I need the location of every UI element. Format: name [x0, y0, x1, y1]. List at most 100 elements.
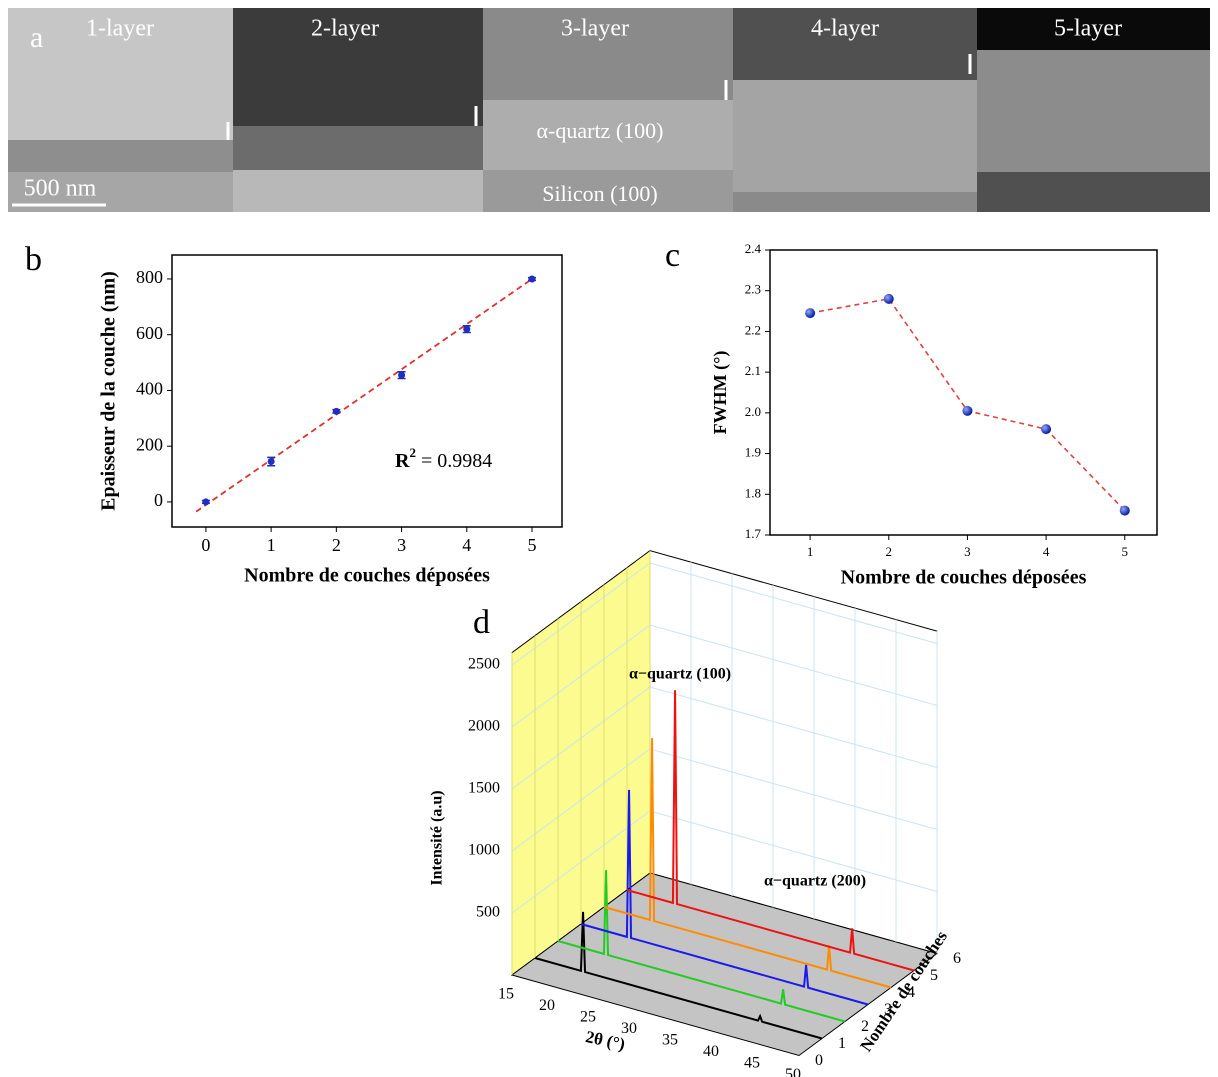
y-tick-label: 1.9 [745, 445, 761, 460]
tile-film [977, 50, 1210, 172]
y-tick-label: 1000 [468, 842, 500, 859]
x-tick-label: 15 [498, 986, 514, 1003]
panel-label: c [665, 237, 680, 274]
tile-bg [8, 8, 233, 140]
x-tick-label: 1 [807, 544, 814, 559]
z-tick-label: 5 [930, 967, 938, 984]
y-tick-label: 2.0 [745, 404, 761, 419]
x-tick-label: 30 [621, 1020, 637, 1037]
sem-images [8, 8, 1210, 212]
tile-film [733, 80, 977, 192]
spectrum [534, 911, 823, 1040]
point [1041, 424, 1052, 435]
x-tick-label: 4 [1043, 544, 1050, 559]
z-tick-label: 0 [815, 1052, 823, 1069]
x-tick-label: 40 [703, 1043, 719, 1060]
scale-bar-label: 500 nm [24, 176, 97, 202]
tile-film [233, 126, 483, 170]
x-tick-label: 20 [539, 997, 555, 1014]
tile-bg [233, 8, 483, 126]
y-tick-label: 1.7 [745, 526, 762, 541]
point [528, 275, 536, 283]
film-label: α-quartz (100) [537, 118, 664, 143]
tile-bg [483, 8, 733, 100]
y-tick-label: 2.4 [745, 241, 762, 256]
x-tick-label: 0 [201, 535, 210, 555]
point [962, 405, 973, 416]
point [332, 407, 340, 415]
spectrum [603, 738, 892, 989]
point [1119, 505, 1130, 516]
spectrum [626, 690, 915, 972]
x-tick-label: 4 [462, 535, 471, 555]
annotation: R2 = 0.9984 [395, 445, 492, 472]
y-tick-label: 2.3 [745, 282, 761, 297]
point [883, 293, 894, 304]
z-tick-label: 2 [861, 1018, 869, 1035]
point [202, 498, 210, 506]
substrate-label: Silicon (100) [542, 181, 658, 206]
spectrum [557, 870, 846, 1023]
tile-substrate [733, 192, 977, 212]
x-axis-label: Nombre de couches déposées [244, 565, 490, 587]
y-axis-label: Intensité (a.u) [429, 790, 446, 885]
x-tick-label: 3 [964, 544, 971, 559]
y-tick-label: 2.1 [745, 363, 761, 378]
x-tick-label: 5 [1122, 544, 1129, 559]
x-axis-label: Nombre de couches déposées [841, 567, 1087, 589]
y-tick-label: 600 [136, 323, 163, 343]
point [463, 325, 471, 333]
spectrum [580, 789, 869, 1006]
x-tick-label: 5 [528, 535, 537, 555]
tile-title: 1-layer [86, 16, 154, 42]
arrows [226, 54, 972, 140]
x-tick-label: 45 [744, 1055, 760, 1072]
x-tick-label: 2 [332, 535, 341, 555]
y-axis-label: Epaisseur de la couche (nm) [98, 271, 120, 511]
z-tick-label: 1 [838, 1035, 846, 1052]
tile-title: 2-layer [311, 16, 379, 42]
x-tick-label: 2 [886, 544, 893, 559]
x-tick-label: 35 [662, 1032, 678, 1049]
x-tick-label: 3 [397, 535, 406, 555]
point [267, 458, 275, 466]
point [398, 371, 406, 379]
tile-title: 4-layer [811, 16, 879, 42]
annotation: α−quartz (100) [629, 666, 731, 683]
y-tick-label: 200 [136, 434, 163, 454]
y-tick-label: 1500 [468, 780, 500, 797]
y-tick-label: 500 [476, 904, 500, 921]
tile-film [8, 140, 233, 172]
tile-substrate [483, 170, 733, 212]
x-tick-label: 50 [785, 1066, 801, 1077]
tile-film [483, 100, 733, 170]
annotation-sup: 2 [409, 445, 416, 460]
annotation-base: R [395, 450, 410, 472]
y-tick-label: 0 [154, 490, 163, 510]
y-axis-label: FWHM (°) [710, 351, 731, 435]
point [805, 308, 816, 319]
x-tick-label: 1 [267, 535, 276, 555]
y-tick-label: 2000 [468, 718, 500, 735]
tile-bg [977, 8, 1210, 50]
x-tick-label: 25 [580, 1009, 596, 1026]
panel-label: b [25, 241, 42, 278]
tile-title: 5-layer [1054, 16, 1122, 42]
tile-bg [733, 8, 977, 80]
y-tick-label: 800 [136, 267, 163, 287]
line [809, 297, 1126, 512]
annotation-text: = 0.9984 [416, 450, 492, 472]
plot-frame [171, 254, 563, 528]
y-tick-label: 1.8 [745, 485, 761, 500]
annotation: α−quartz (200) [764, 873, 866, 890]
y-tick-label: 2500 [468, 656, 500, 673]
panel-label: a [30, 21, 43, 54]
plot-frame [769, 249, 1158, 536]
z-tick-label: 4 [907, 984, 915, 1001]
panel-label: d [473, 604, 490, 641]
fit-line [195, 278, 533, 513]
y-tick-label: 400 [136, 379, 163, 399]
tile-title: 3-layer [561, 16, 629, 42]
y-tick-label: 2.2 [745, 322, 761, 337]
